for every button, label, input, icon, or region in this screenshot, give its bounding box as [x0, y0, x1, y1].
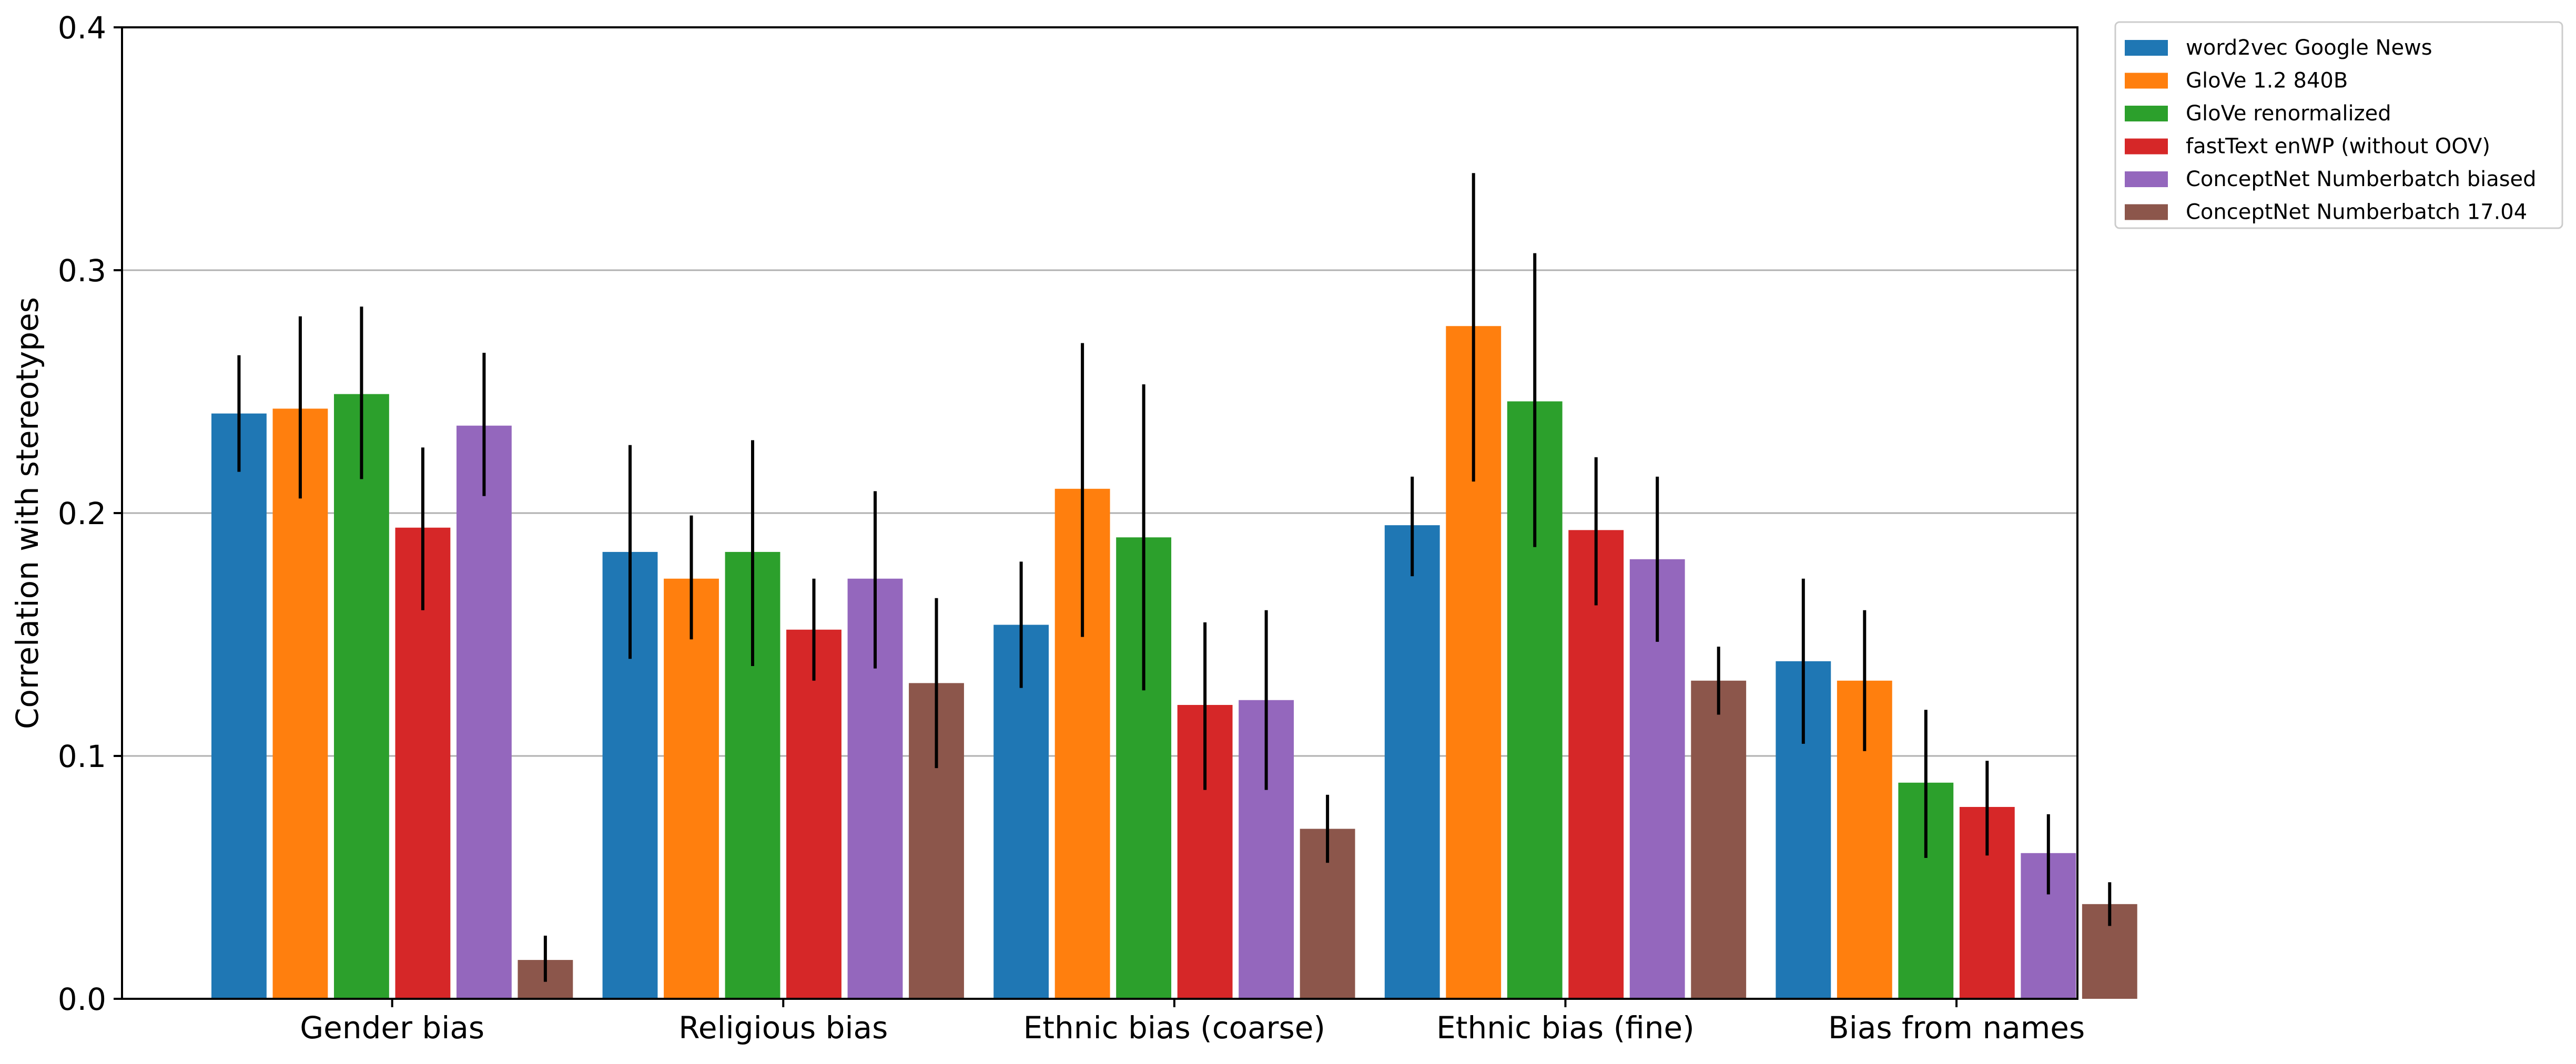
legend-swatch: [2125, 171, 2168, 187]
bar: [786, 629, 841, 999]
bars: [211, 326, 2137, 999]
x-tick-label: Ethnic bias (fine): [1436, 1010, 1695, 1046]
legend-label: ConceptNet Numberbatch biased: [2186, 167, 2537, 191]
legend-frame: [2114, 21, 2563, 229]
bar: [1568, 530, 1624, 999]
bar: [211, 413, 267, 999]
legend-swatch: [2125, 106, 2168, 121]
y-tick-label: 0.2: [58, 496, 106, 531]
y-tick-label: 0.1: [58, 739, 106, 774]
bar: [1384, 525, 1440, 999]
error-bars: [237, 173, 2112, 982]
bar: [333, 394, 389, 999]
bar: [272, 408, 328, 999]
legend-label: GloVe 1.2 840B: [2186, 69, 2348, 93]
y-axis-label: Correlation with stereotypes: [9, 297, 45, 729]
x-tick-label: Bias from names: [1828, 1010, 2085, 1046]
y-tick-label: 0.3: [58, 253, 106, 289]
x-tick-label: Ethnic bias (coarse): [1023, 1010, 1325, 1046]
legend-label: word2vec Google News: [2186, 36, 2432, 60]
y-axis-ticks: 0.0 0.1 0.2 0.3 0.4: [58, 10, 122, 1017]
legend-label: ConceptNet Numberbatch 17.04: [2186, 200, 2527, 224]
legend: word2vec Google News GloVe 1.2 840B GloVe …: [2114, 21, 2563, 229]
legend-swatch: [2125, 204, 2168, 220]
legend-swatch: [2125, 73, 2168, 89]
legend-swatch: [2125, 138, 2168, 155]
x-tick-label: Religious bias: [678, 1010, 888, 1046]
x-tick-label: Gender bias: [300, 1010, 484, 1046]
bar: [664, 578, 719, 999]
legend-label: GloVe renormalized: [2186, 101, 2391, 126]
legend-label: fastText enWP (without OOV): [2186, 135, 2490, 159]
bar: [456, 425, 512, 999]
x-axis-ticks: Gender bias Religious bias Ethnic bias (co…: [300, 999, 2085, 1046]
bar: [1691, 680, 1747, 999]
y-tick-label: 0.0: [58, 981, 106, 1017]
legend-swatch: [2125, 40, 2168, 56]
y-tick-label: 0.4: [58, 10, 106, 46]
